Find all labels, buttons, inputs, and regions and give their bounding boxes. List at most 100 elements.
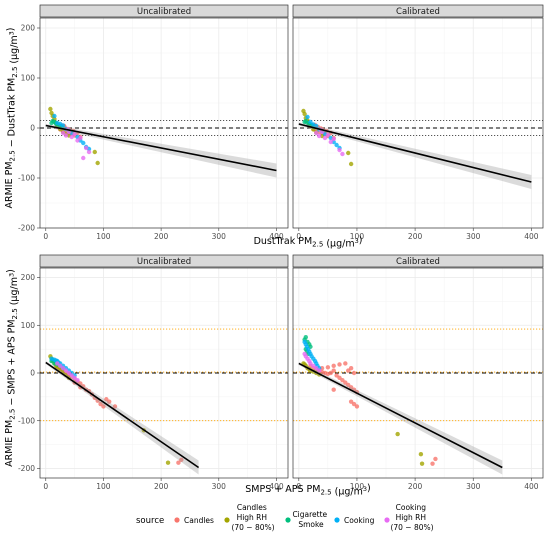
legend-label-cooking-line1: Cooking bbox=[396, 503, 427, 512]
y-tick-label: -100 bbox=[18, 416, 35, 425]
panel-bottom-left: Uncalibrated 0 100 200 300 400 -200 -100 0 100 200 bbox=[18, 254, 289, 491]
panel-top-left: Uncalibrated 0 100 200 300 400 -200 -100 0 100 200 bbox=[18, 4, 289, 241]
data-point bbox=[419, 461, 425, 466]
data-point bbox=[48, 106, 53, 112]
y-tick-label: -100 bbox=[18, 174, 35, 183]
data-point bbox=[50, 118, 55, 124]
data-point bbox=[303, 118, 308, 124]
data-point bbox=[72, 131, 77, 137]
data-point bbox=[328, 370, 333, 376]
legend-item-cigarette-smoke: Cigarette Smoke bbox=[285, 510, 328, 529]
data-point bbox=[314, 366, 319, 371]
data-point bbox=[343, 361, 348, 366]
legend-label-cooking-line2: High RH bbox=[396, 513, 426, 522]
data-point bbox=[60, 130, 66, 136]
data-point bbox=[348, 366, 354, 371]
panel-strip-label: Uncalibrated bbox=[137, 7, 191, 17]
data-point bbox=[314, 130, 319, 136]
data-point bbox=[334, 373, 339, 378]
data-point bbox=[430, 461, 435, 466]
data-point bbox=[95, 160, 100, 166]
legend-label-cigarette-line2: Smoke bbox=[298, 520, 324, 529]
data-point bbox=[179, 457, 184, 463]
data-point bbox=[308, 361, 313, 366]
panel-strip bbox=[292, 254, 544, 268]
data-point bbox=[303, 335, 308, 340]
y-tick-label: 0 bbox=[30, 369, 35, 378]
data-point bbox=[112, 404, 118, 409]
legend-label-cigarette-line1: Cigarette bbox=[292, 510, 327, 519]
y-tick-label: 0 bbox=[30, 124, 35, 133]
panel-bottom-right: Calibrated 0 100 200 300 400 bbox=[292, 254, 544, 491]
data-point bbox=[55, 361, 60, 366]
data-point bbox=[63, 133, 69, 138]
x-tick-label: 300 bbox=[212, 232, 227, 241]
x-tick-label: 0 bbox=[296, 482, 301, 491]
data-point bbox=[52, 113, 57, 119]
legend-label-cooking-high-rh: Cooking High RH (70 − 80%) bbox=[390, 503, 433, 532]
legend-item-cooking-high-rh: Cooking High RH (70 − 80%) bbox=[384, 503, 434, 532]
legend-item-candles: Candles bbox=[174, 516, 214, 525]
panel-strip bbox=[39, 4, 289, 18]
legend-title: source bbox=[136, 516, 164, 526]
data-point bbox=[176, 460, 181, 465]
data-point bbox=[337, 375, 342, 380]
top-x-axis-title: DustTrak PM2.5 (µg/m3) bbox=[254, 235, 363, 250]
x-tick-label: 0 bbox=[43, 482, 48, 491]
data-point bbox=[354, 404, 360, 409]
x-tick-label: 0 bbox=[296, 232, 301, 241]
x-tick-label: 400 bbox=[269, 232, 284, 241]
panel-strip bbox=[39, 254, 289, 268]
panel-border bbox=[39, 267, 289, 479]
y-tick-label: 200 bbox=[21, 24, 36, 33]
panel-strip bbox=[292, 4, 544, 18]
data-point bbox=[328, 139, 333, 145]
series-candles bbox=[308, 361, 438, 466]
panel-strip-label: Calibrated bbox=[396, 7, 440, 17]
x-tick-label: 200 bbox=[408, 482, 423, 491]
data-point bbox=[331, 363, 336, 369]
data-point bbox=[311, 363, 316, 369]
bottom-y-axis-title: ARMIE PM2.5 − SMPS + APS PM2.5 (µg/m3) bbox=[4, 269, 20, 467]
legend-key-cooking-high-rh bbox=[384, 517, 390, 523]
panel-border bbox=[39, 17, 289, 229]
data-point bbox=[331, 368, 336, 373]
data-point bbox=[325, 365, 331, 370]
data-point bbox=[72, 375, 77, 380]
x-tick-label: 0 bbox=[43, 232, 48, 241]
legend-label-candles-line2: High RH bbox=[237, 513, 267, 522]
data-point bbox=[63, 368, 69, 373]
data-point bbox=[107, 399, 112, 404]
data-point bbox=[346, 368, 351, 373]
legend-label-candles-high-rh: Candles High RH (70 − 80%) bbox=[231, 503, 274, 532]
data-point bbox=[86, 149, 92, 155]
data-point bbox=[395, 431, 400, 437]
legend-key-cooking bbox=[334, 517, 340, 523]
legend: source Candles Candles High RH (70 − 80%… bbox=[136, 503, 434, 532]
data-point bbox=[351, 401, 357, 407]
data-point bbox=[81, 140, 86, 146]
data-point bbox=[346, 382, 351, 388]
legend-item-candles-high-rh: Candles High RH (70 − 80%) bbox=[224, 503, 275, 532]
data-point bbox=[316, 368, 322, 373]
data-point bbox=[305, 114, 310, 120]
data-point bbox=[75, 377, 80, 383]
legend-label-candles-line3: (70 − 80%) bbox=[231, 523, 274, 532]
panel-top-right: Calibrated 0 100 200 300 400 bbox=[292, 4, 544, 241]
x-tick-label: 400 bbox=[524, 482, 539, 491]
data-point bbox=[334, 142, 339, 148]
legend-item-cooking: Cooking bbox=[334, 516, 375, 525]
data-point bbox=[331, 387, 336, 392]
panel-border bbox=[292, 17, 544, 229]
x-tick-label: 100 bbox=[96, 482, 111, 491]
data-point bbox=[348, 385, 354, 390]
x-tick-label: 100 bbox=[350, 482, 365, 491]
fit-line bbox=[298, 123, 532, 183]
data-point bbox=[322, 135, 328, 141]
legend-key-candles bbox=[174, 517, 180, 523]
fit-line bbox=[45, 361, 200, 469]
x-tick-label: 200 bbox=[154, 232, 169, 241]
x-tick-label: 300 bbox=[466, 232, 481, 241]
data-point bbox=[60, 123, 66, 128]
